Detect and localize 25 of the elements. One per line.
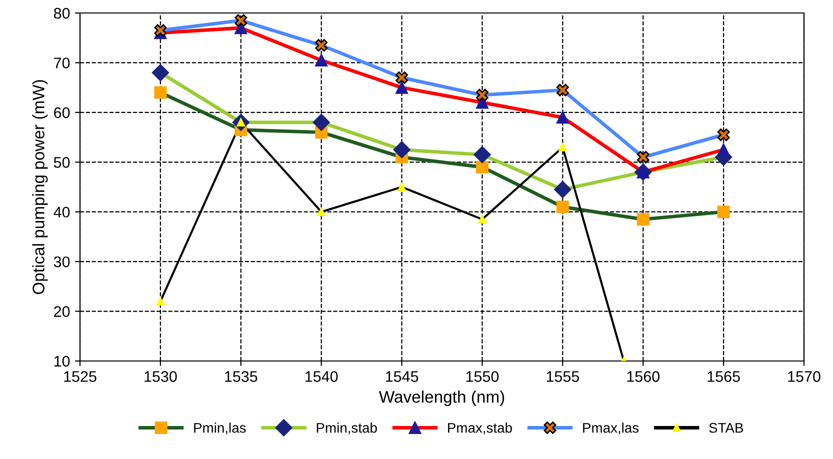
y-tick-label: 80 bbox=[54, 8, 70, 19]
x-tick-label: 1540 bbox=[306, 371, 338, 382]
y-tick-label: 40 bbox=[54, 206, 70, 218]
x-tick-label: 1565 bbox=[708, 371, 740, 382]
x-tick-label: 1570 bbox=[788, 371, 820, 382]
y-axis-title: Optical pumping power (mW) bbox=[32, 80, 48, 294]
y-tick-label: 20 bbox=[54, 306, 70, 317]
x-tick-label: 1530 bbox=[144, 371, 177, 382]
x-tick-label: 1525 bbox=[64, 371, 96, 382]
legend-label: Pmax,las bbox=[583, 422, 639, 434]
x-axis-title: Wavelength (nm) bbox=[378, 390, 504, 406]
y-tick-label: 70 bbox=[54, 58, 70, 68]
y-tick-label: 50 bbox=[54, 157, 70, 168]
x-tick-label: 1535 bbox=[225, 371, 258, 382]
legend-label: Pmax,stab bbox=[448, 422, 512, 434]
legend-label: Pmin,las bbox=[194, 422, 246, 434]
y-tick-label: 10 bbox=[54, 356, 70, 367]
x-tick-label: 1550 bbox=[466, 371, 499, 382]
y-tick-label: 30 bbox=[54, 256, 70, 268]
y-tick-label: 60 bbox=[54, 107, 70, 118]
x-tick-label: 1555 bbox=[546, 371, 580, 382]
legend-label: STAB bbox=[709, 422, 744, 433]
x-tick-label: 1560 bbox=[627, 371, 660, 382]
x-tick-label: 1545 bbox=[386, 371, 418, 382]
legend-label: Pmin,stab bbox=[316, 422, 377, 434]
